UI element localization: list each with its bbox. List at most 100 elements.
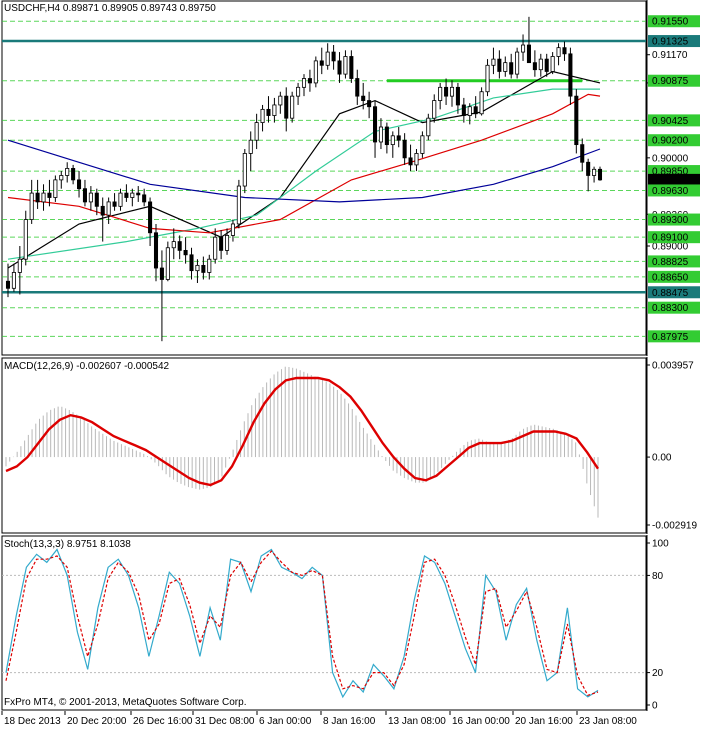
candle-body: [77, 179, 82, 190]
level-box: [648, 286, 700, 299]
candle: [11, 263, 16, 292]
candle-body: [278, 95, 283, 106]
candle-body: [53, 179, 58, 198]
candle: [148, 197, 153, 246]
candle-body: [444, 86, 449, 97]
candle-body: [544, 58, 549, 72]
candle-body: [337, 60, 342, 75]
candle-body: [41, 192, 46, 203]
macd-panel[interactable]: 0.003957 0.00 -0.002919: [0, 357, 717, 534]
moving-average-3: [7, 139, 601, 203]
candle: [77, 171, 82, 198]
candle-body: [189, 254, 194, 272]
moving-average-1: [7, 88, 600, 260]
candle-body: [449, 86, 455, 97]
candle: [515, 47, 520, 79]
candle: [100, 197, 105, 242]
candle: [242, 149, 247, 194]
candle: [521, 34, 526, 61]
level-label: 0.89300: [652, 215, 689, 226]
candle: [213, 228, 218, 264]
candle: [82, 179, 87, 207]
time-axis: 18 Dec 2013 20 Dec 20:00 26 Dec 16:00 31 De…: [0, 711, 717, 729]
candle: [592, 166, 597, 183]
candle-body: [497, 58, 502, 72]
level-label: 0.88300: [652, 303, 689, 314]
level-box: [648, 184, 700, 197]
candle: [94, 188, 99, 216]
level-label: 0.88650: [652, 272, 689, 283]
candle-body: [106, 201, 111, 216]
candle: [479, 87, 484, 116]
macd-tick-label: -0.002919: [652, 521, 697, 532]
candle: [373, 100, 378, 158]
candle: [384, 122, 389, 154]
candle: [290, 91, 295, 123]
candle: [29, 179, 34, 224]
chart-header: USDCHF,H4 0.89871 0.89905 0.89743 0.8975…: [4, 3, 216, 14]
candle: [390, 131, 395, 158]
time-label: 16 Jan 00:00: [452, 716, 510, 727]
candle: [171, 228, 176, 260]
candle-body: [301, 78, 307, 88]
candle-body: [94, 192, 99, 207]
candle-body: [568, 53, 573, 97]
candle-body: [23, 219, 28, 260]
candle: [491, 47, 496, 75]
macd-tick-label: 0.003957: [652, 361, 694, 372]
level-label: 0.87975: [652, 332, 689, 343]
price-chart[interactable]: 0.911700.908500.900000.893600.890000.915…: [0, 0, 717, 356]
candle-body: [195, 264, 200, 272]
candle-body: [509, 62, 514, 75]
candle: [230, 219, 235, 242]
candle-body: [17, 258, 22, 273]
stoch-frame: [1, 535, 647, 711]
stoch-d-line: [5, 550, 599, 697]
candle: [201, 256, 206, 280]
candle: [142, 188, 147, 207]
candle-body: [290, 95, 295, 119]
candle-body: [390, 135, 395, 146]
level-box: [648, 134, 700, 147]
candle: [556, 43, 561, 66]
stoch-panel[interactable]: 100 80 20 0: [0, 535, 717, 711]
candle-body: [373, 106, 378, 143]
candle-body: [165, 247, 170, 280]
candle: [349, 50, 354, 83]
candle: [503, 56, 508, 77]
candle: [544, 53, 549, 77]
candle-body: [467, 106, 472, 116]
candle-body: [432, 100, 437, 119]
candle-body: [396, 135, 401, 141]
candle: [420, 131, 425, 158]
symbol-label: USDCHF,H4: [4, 3, 61, 14]
candle-body: [532, 62, 537, 71]
candle-body: [71, 168, 76, 181]
candle: [183, 237, 188, 264]
candle-body: [124, 192, 129, 198]
candle-body: [331, 51, 336, 62]
candle: [118, 188, 123, 211]
level-box: [648, 330, 700, 343]
time-label: 18 Dec 2013: [4, 716, 61, 727]
candle-body: [177, 241, 182, 251]
candle: [296, 82, 301, 105]
candle: [580, 138, 585, 172]
candle-body: [361, 95, 366, 101]
candle-body: [408, 157, 413, 166]
candle-body: [130, 192, 135, 198]
candle: [254, 113, 259, 150]
candle-body: [343, 56, 348, 75]
candle-body: [183, 249, 188, 256]
copyright-label: FxPro MT4, © 2001-2013, MetaQuotes Softw…: [4, 697, 247, 708]
candle: [65, 162, 70, 183]
candle-body: [207, 258, 212, 273]
macd-chart[interactable]: 0.003957 0.00 -0.002919: [0, 357, 717, 534]
candle-body: [597, 168, 603, 181]
candle: [473, 96, 478, 119]
stoch-chart[interactable]: 100 80 20 0: [0, 535, 717, 711]
candle-body: [307, 78, 312, 84]
candle: [130, 188, 135, 207]
candle: [278, 91, 283, 114]
price-panel[interactable]: 0.911700.908500.900000.893600.890000.915…: [0, 0, 717, 356]
